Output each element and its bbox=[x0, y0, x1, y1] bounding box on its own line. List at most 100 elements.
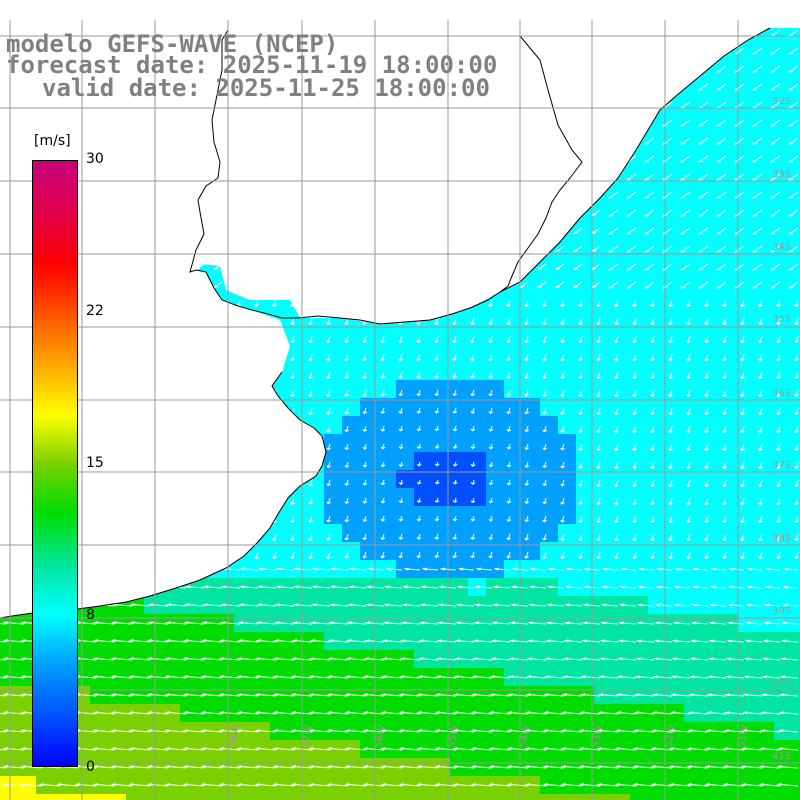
speed-cell bbox=[792, 452, 800, 470]
wind-arrow bbox=[363, 461, 367, 468]
wind-arrowhead bbox=[650, 556, 655, 560]
wind-arrowhead bbox=[578, 502, 583, 505]
wind-arrow bbox=[327, 425, 331, 432]
wind-arrow bbox=[675, 586, 691, 589]
speed-cell bbox=[666, 110, 684, 128]
speed-cell bbox=[234, 794, 252, 800]
wind-arrowhead bbox=[272, 556, 277, 560]
wind-arrow bbox=[626, 191, 637, 199]
wind-arrowhead bbox=[470, 375, 475, 379]
wind-arrowhead bbox=[573, 231, 579, 234]
speed-cell bbox=[774, 28, 792, 38]
speed-cell bbox=[792, 758, 800, 776]
wind-arrowhead bbox=[542, 376, 547, 380]
wind-arrow bbox=[602, 586, 619, 589]
wind-arrow bbox=[291, 551, 295, 559]
wind-arrow bbox=[363, 533, 367, 540]
wind-arrowhead bbox=[662, 214, 667, 217]
wind-arrowhead bbox=[608, 286, 613, 289]
wind-arrowhead bbox=[328, 621, 334, 625]
wind-arrow bbox=[784, 568, 799, 571]
speed-cell bbox=[792, 218, 800, 236]
speed-cell bbox=[666, 254, 684, 272]
wind-arrow bbox=[490, 497, 493, 503]
wind-arrow bbox=[723, 371, 727, 379]
wind-arrowhead bbox=[776, 394, 781, 398]
wind-arrowhead bbox=[673, 603, 679, 607]
wind-arrow bbox=[507, 533, 511, 540]
wind-arrowhead bbox=[758, 394, 763, 398]
wind-arrowhead bbox=[529, 567, 535, 571]
wind-arrow bbox=[381, 533, 385, 540]
wind-arrow bbox=[0, 621, 7, 625]
wind-arrow bbox=[644, 191, 655, 199]
speed-cell bbox=[414, 416, 432, 434]
wind-arrowhead bbox=[470, 537, 476, 540]
wind-arrow bbox=[561, 461, 565, 468]
wind-arrowhead bbox=[308, 358, 313, 362]
wind-arrowhead bbox=[362, 411, 368, 415]
wind-arrow bbox=[399, 389, 403, 396]
speed-cell bbox=[432, 452, 450, 470]
wind-arrow bbox=[615, 497, 619, 505]
speed-cell bbox=[666, 182, 684, 200]
wind-arrowhead bbox=[488, 446, 494, 450]
wind-arrowhead bbox=[752, 160, 757, 163]
wind-arrow bbox=[680, 263, 691, 271]
speed-cell bbox=[468, 524, 486, 542]
wind-arrow bbox=[752, 101, 763, 109]
speed-cell bbox=[468, 488, 486, 506]
wind-arrow bbox=[723, 515, 727, 523]
wind-arrow bbox=[766, 568, 781, 571]
wind-arrow bbox=[698, 119, 709, 127]
wind-arrow bbox=[543, 533, 547, 541]
wind-arrowhead bbox=[686, 412, 691, 416]
wind-arrowhead bbox=[752, 214, 757, 217]
wind-arrow bbox=[4, 621, 25, 625]
speed-cell bbox=[792, 632, 800, 650]
wind-arrowhead bbox=[644, 268, 649, 271]
wind-arrow bbox=[759, 515, 763, 523]
wind-arrow bbox=[680, 245, 691, 253]
wind-arrow bbox=[741, 371, 745, 379]
speed-cell bbox=[378, 434, 396, 452]
speed-cell bbox=[486, 470, 504, 488]
wind-arrowhead bbox=[326, 358, 331, 362]
wind-arrow bbox=[490, 461, 493, 467]
wind-arrow bbox=[716, 173, 727, 181]
wind-arrow bbox=[716, 65, 727, 73]
wind-arrowhead bbox=[488, 500, 494, 504]
wind-arrowhead bbox=[308, 556, 313, 560]
wind-arrowhead bbox=[764, 567, 771, 571]
speed-cell bbox=[558, 470, 576, 488]
wind-arrowhead bbox=[470, 464, 476, 467]
speed-cell bbox=[414, 380, 432, 398]
wind-arrowhead bbox=[326, 429, 331, 433]
wind-arrowhead bbox=[578, 538, 583, 542]
wind-arrow bbox=[574, 263, 583, 270]
wind-arrow bbox=[293, 622, 313, 625]
wind-arrow bbox=[705, 335, 709, 343]
wind-arrow bbox=[597, 371, 601, 379]
wind-arrowhead bbox=[308, 376, 313, 380]
wind-arrowhead bbox=[470, 340, 475, 344]
wind-arrowhead bbox=[326, 483, 332, 487]
wind-arrow bbox=[579, 371, 583, 379]
speed-cell bbox=[414, 452, 432, 470]
wind-arrowhead bbox=[560, 447, 565, 451]
wind-arrow bbox=[382, 497, 385, 503]
speed-cell bbox=[666, 200, 684, 218]
speed-cell bbox=[558, 506, 576, 524]
wind-arrow bbox=[788, 155, 799, 163]
wind-arrow bbox=[543, 353, 547, 361]
wind-arrowhead bbox=[546, 603, 552, 607]
wind-arrowhead bbox=[555, 267, 561, 270]
wind-arrow bbox=[454, 425, 457, 431]
speed-cell bbox=[648, 794, 666, 800]
wind-arrowhead bbox=[488, 322, 493, 326]
wind-arrowhead bbox=[506, 446, 512, 450]
wind-arrowhead bbox=[632, 448, 637, 452]
wind-arrowhead bbox=[524, 465, 530, 468]
wind-arrowhead bbox=[668, 430, 673, 434]
wind-arrow bbox=[680, 227, 691, 235]
